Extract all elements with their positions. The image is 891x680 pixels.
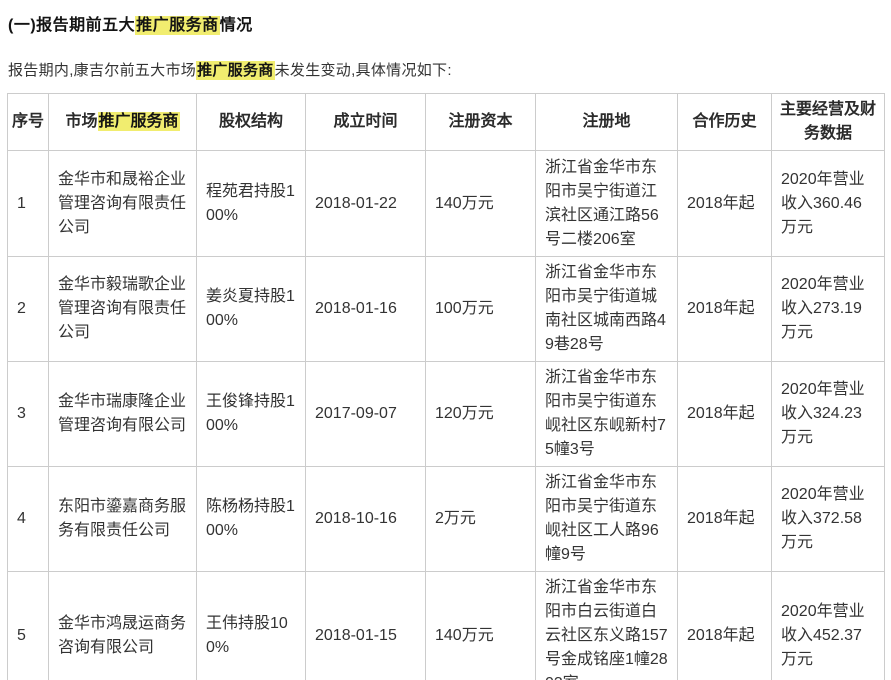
cell-address: 浙江省金华市东阳市吴宁街道东岘社区东岘新村75幢3号 xyxy=(535,361,678,467)
table-row: 5 金华市鸿晟运商务咨询有限公司 王伟持股100% 2018-01-15 140… xyxy=(7,571,885,680)
cell-provider: 金华市鸿晟运商务咨询有限公司 xyxy=(48,571,197,680)
cell-established: 2018-01-16 xyxy=(305,256,426,362)
cell-established: 2017-09-07 xyxy=(305,361,426,467)
cell-history: 2018年起 xyxy=(677,361,772,467)
header-history: 合作历史 xyxy=(677,93,772,151)
cell-established: 2018-01-15 xyxy=(305,571,426,680)
header-capital: 注册资本 xyxy=(425,93,536,151)
section-title-prefix: (一)报告期前五大 xyxy=(8,17,136,34)
table-row: 4 东阳市鎏嘉商务服务有限责任公司 陈杨杨持股100% 2018-10-16 2… xyxy=(7,466,885,572)
cell-history: 2018年起 xyxy=(677,571,772,680)
cell-finance: 2020年营业收入360.46万元 xyxy=(771,150,885,257)
table-row: 3 金华市瑞康隆企业管理咨询有限公司 王俊锋持股100% 2017-09-07 … xyxy=(7,361,885,467)
intro-prefix: 报告期内,康吉尔前五大市场 xyxy=(8,62,197,79)
intro-paragraph: 报告期内,康吉尔前五大市场推广服务商未发生变动,具体情况如下: xyxy=(8,59,891,80)
section-title: (一)报告期前五大推广服务商情况 xyxy=(8,11,891,35)
table-row: 1 金华市和晟裕企业管理咨询有限责任公司 程苑君持股100% 2018-01-2… xyxy=(7,150,885,257)
header-equity: 股权结构 xyxy=(196,93,306,151)
cell-established: 2018-01-22 xyxy=(305,150,426,257)
cell-capital: 120万元 xyxy=(425,361,536,467)
intro-suffix: 未发生变动,具体情况如下: xyxy=(274,62,452,79)
cell-provider: 东阳市鎏嘉商务服务有限责任公司 xyxy=(48,466,197,572)
cell-equity: 姜炎夏持股100% xyxy=(196,256,306,362)
cell-address: 浙江省金华市东阳市白云街道白云社区东义路157号金成铭座1幢2803室 xyxy=(535,571,678,680)
cell-provider: 金华市毅瑞歌企业管理咨询有限责任公司 xyxy=(48,256,197,362)
cell-history: 2018年起 xyxy=(677,466,772,572)
cell-equity: 程苑君持股100% xyxy=(196,150,306,257)
cell-history: 2018年起 xyxy=(677,150,772,257)
cell-capital: 2万元 xyxy=(425,466,536,572)
cell-capital: 140万元 xyxy=(425,571,536,680)
header-established: 成立时间 xyxy=(305,93,426,151)
cell-seq: 1 xyxy=(7,150,49,257)
header-seq: 序号 xyxy=(7,93,49,151)
cell-equity: 陈杨杨持股100% xyxy=(196,466,306,572)
header-finance: 主要经营及财务数据 xyxy=(771,93,885,151)
cell-equity: 王俊锋持股100% xyxy=(196,361,306,467)
cell-seq: 3 xyxy=(7,361,49,467)
cell-finance: 2020年营业收入372.58万元 xyxy=(771,466,885,572)
table-row: 2 金华市毅瑞歌企业管理咨询有限责任公司 姜炎夏持股100% 2018-01-1… xyxy=(7,256,885,362)
cell-capital: 140万元 xyxy=(425,150,536,257)
cell-finance: 2020年营业收入324.23万元 xyxy=(771,361,885,467)
section-title-highlight: 推广服务商 xyxy=(135,16,220,35)
header-provider-highlight: 推广服务商 xyxy=(97,112,180,131)
table-header-row: 序号 市场推广服务商 股权结构 成立时间 注册资本 注册地 合作历史 主要经营及… xyxy=(7,93,885,151)
cell-seq: 5 xyxy=(7,571,49,680)
cell-seq: 2 xyxy=(7,256,49,362)
cell-provider: 金华市瑞康隆企业管理咨询有限公司 xyxy=(48,361,197,467)
intro-highlight: 推广服务商 xyxy=(196,61,275,80)
cell-provider: 金华市和晟裕企业管理咨询有限责任公司 xyxy=(48,150,197,257)
cell-finance: 2020年营业收入452.37万元 xyxy=(771,571,885,680)
providers-table: 序号 市场推广服务商 股权结构 成立时间 注册资本 注册地 合作历史 主要经营及… xyxy=(7,93,885,680)
header-provider-prefix: 市场 xyxy=(65,113,98,130)
cell-address: 浙江省金华市东阳市吴宁街道城南社区城南西路49巷28号 xyxy=(535,256,678,362)
section-title-suffix: 情况 xyxy=(219,17,253,34)
cell-address: 浙江省金华市东阳市吴宁街道东岘社区工人路96幢9号 xyxy=(535,466,678,572)
cell-capital: 100万元 xyxy=(425,256,536,362)
cell-history: 2018年起 xyxy=(677,256,772,362)
cell-finance: 2020年营业收入273.19万元 xyxy=(771,256,885,362)
cell-seq: 4 xyxy=(7,466,49,572)
header-address: 注册地 xyxy=(535,93,678,151)
cell-established: 2018-10-16 xyxy=(305,466,426,572)
header-provider: 市场推广服务商 xyxy=(48,93,197,151)
cell-address: 浙江省金华市东阳市吴宁街道江滨社区通江路56号二楼206室 xyxy=(535,150,678,257)
cell-equity: 王伟持股100% xyxy=(196,571,306,680)
